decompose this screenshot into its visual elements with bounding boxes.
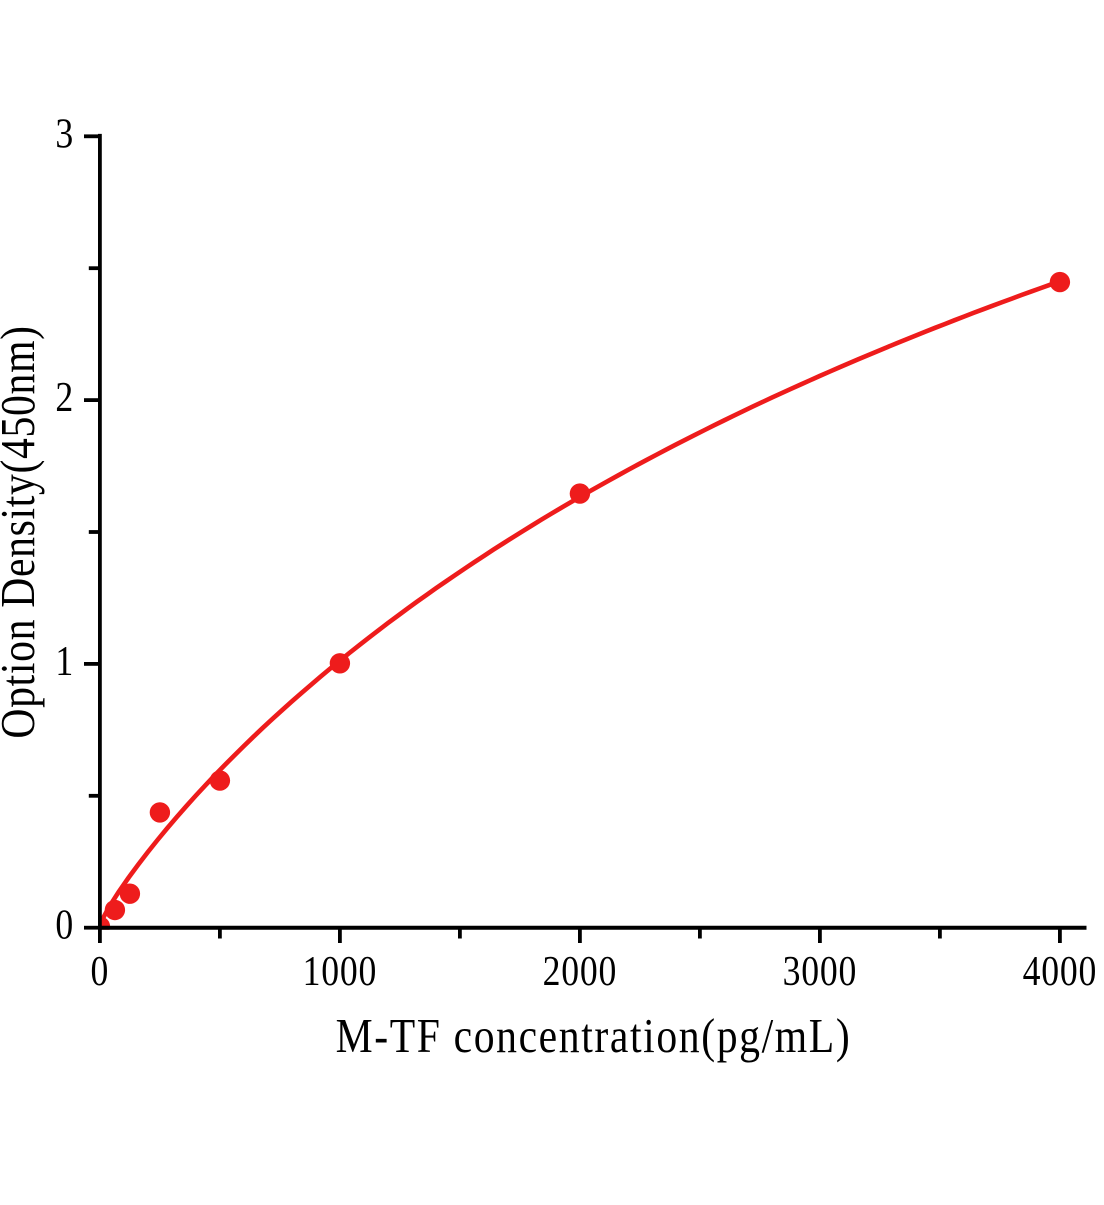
svg-text:1: 1 [55, 638, 74, 684]
svg-text:3: 3 [55, 111, 74, 157]
svg-text:Option Density(450nm): Option Density(450nm) [0, 325, 45, 738]
svg-text:0: 0 [91, 948, 110, 994]
svg-text:M-TF concentration(pg/mL): M-TF concentration(pg/mL) [336, 1008, 852, 1063]
svg-text:1000: 1000 [303, 948, 377, 994]
svg-text:2: 2 [55, 374, 74, 420]
svg-text:4000: 4000 [1023, 948, 1097, 994]
svg-text:3000: 3000 [783, 948, 857, 994]
svg-text:0: 0 [55, 902, 74, 948]
svg-text:2000: 2000 [543, 948, 617, 994]
